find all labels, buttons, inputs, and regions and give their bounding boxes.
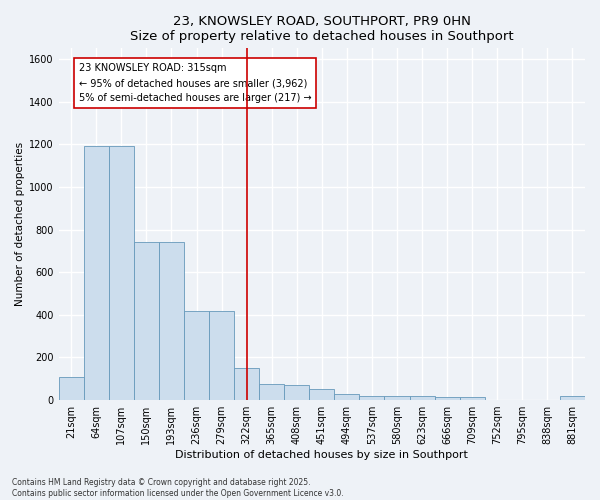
Bar [434,397,460,400]
Bar [134,242,159,400]
Bar [59,376,84,400]
Text: 23 KNOWSLEY ROAD: 315sqm
← 95% of detached houses are smaller (3,962)
5% of semi: 23 KNOWSLEY ROAD: 315sqm ← 95% of detach… [79,64,311,103]
Text: Contains HM Land Registry data © Crown copyright and database right 2025.
Contai: Contains HM Land Registry data © Crown c… [12,478,344,498]
Bar [460,397,485,400]
Bar [359,396,385,400]
Bar [309,390,334,400]
Bar [209,310,234,400]
Bar [560,396,585,400]
Bar [284,385,309,400]
Y-axis label: Number of detached properties: Number of detached properties [15,142,25,306]
Title: 23, KNOWSLEY ROAD, SOUTHPORT, PR9 0HN
Size of property relative to detached hous: 23, KNOWSLEY ROAD, SOUTHPORT, PR9 0HN Si… [130,15,514,43]
X-axis label: Distribution of detached houses by size in Southport: Distribution of detached houses by size … [175,450,468,460]
Bar [109,146,134,400]
Bar [84,146,109,400]
Bar [385,396,410,400]
Bar [259,384,284,400]
Bar [184,310,209,400]
Bar [159,242,184,400]
Bar [334,394,359,400]
Bar [234,368,259,400]
Bar [410,396,434,400]
